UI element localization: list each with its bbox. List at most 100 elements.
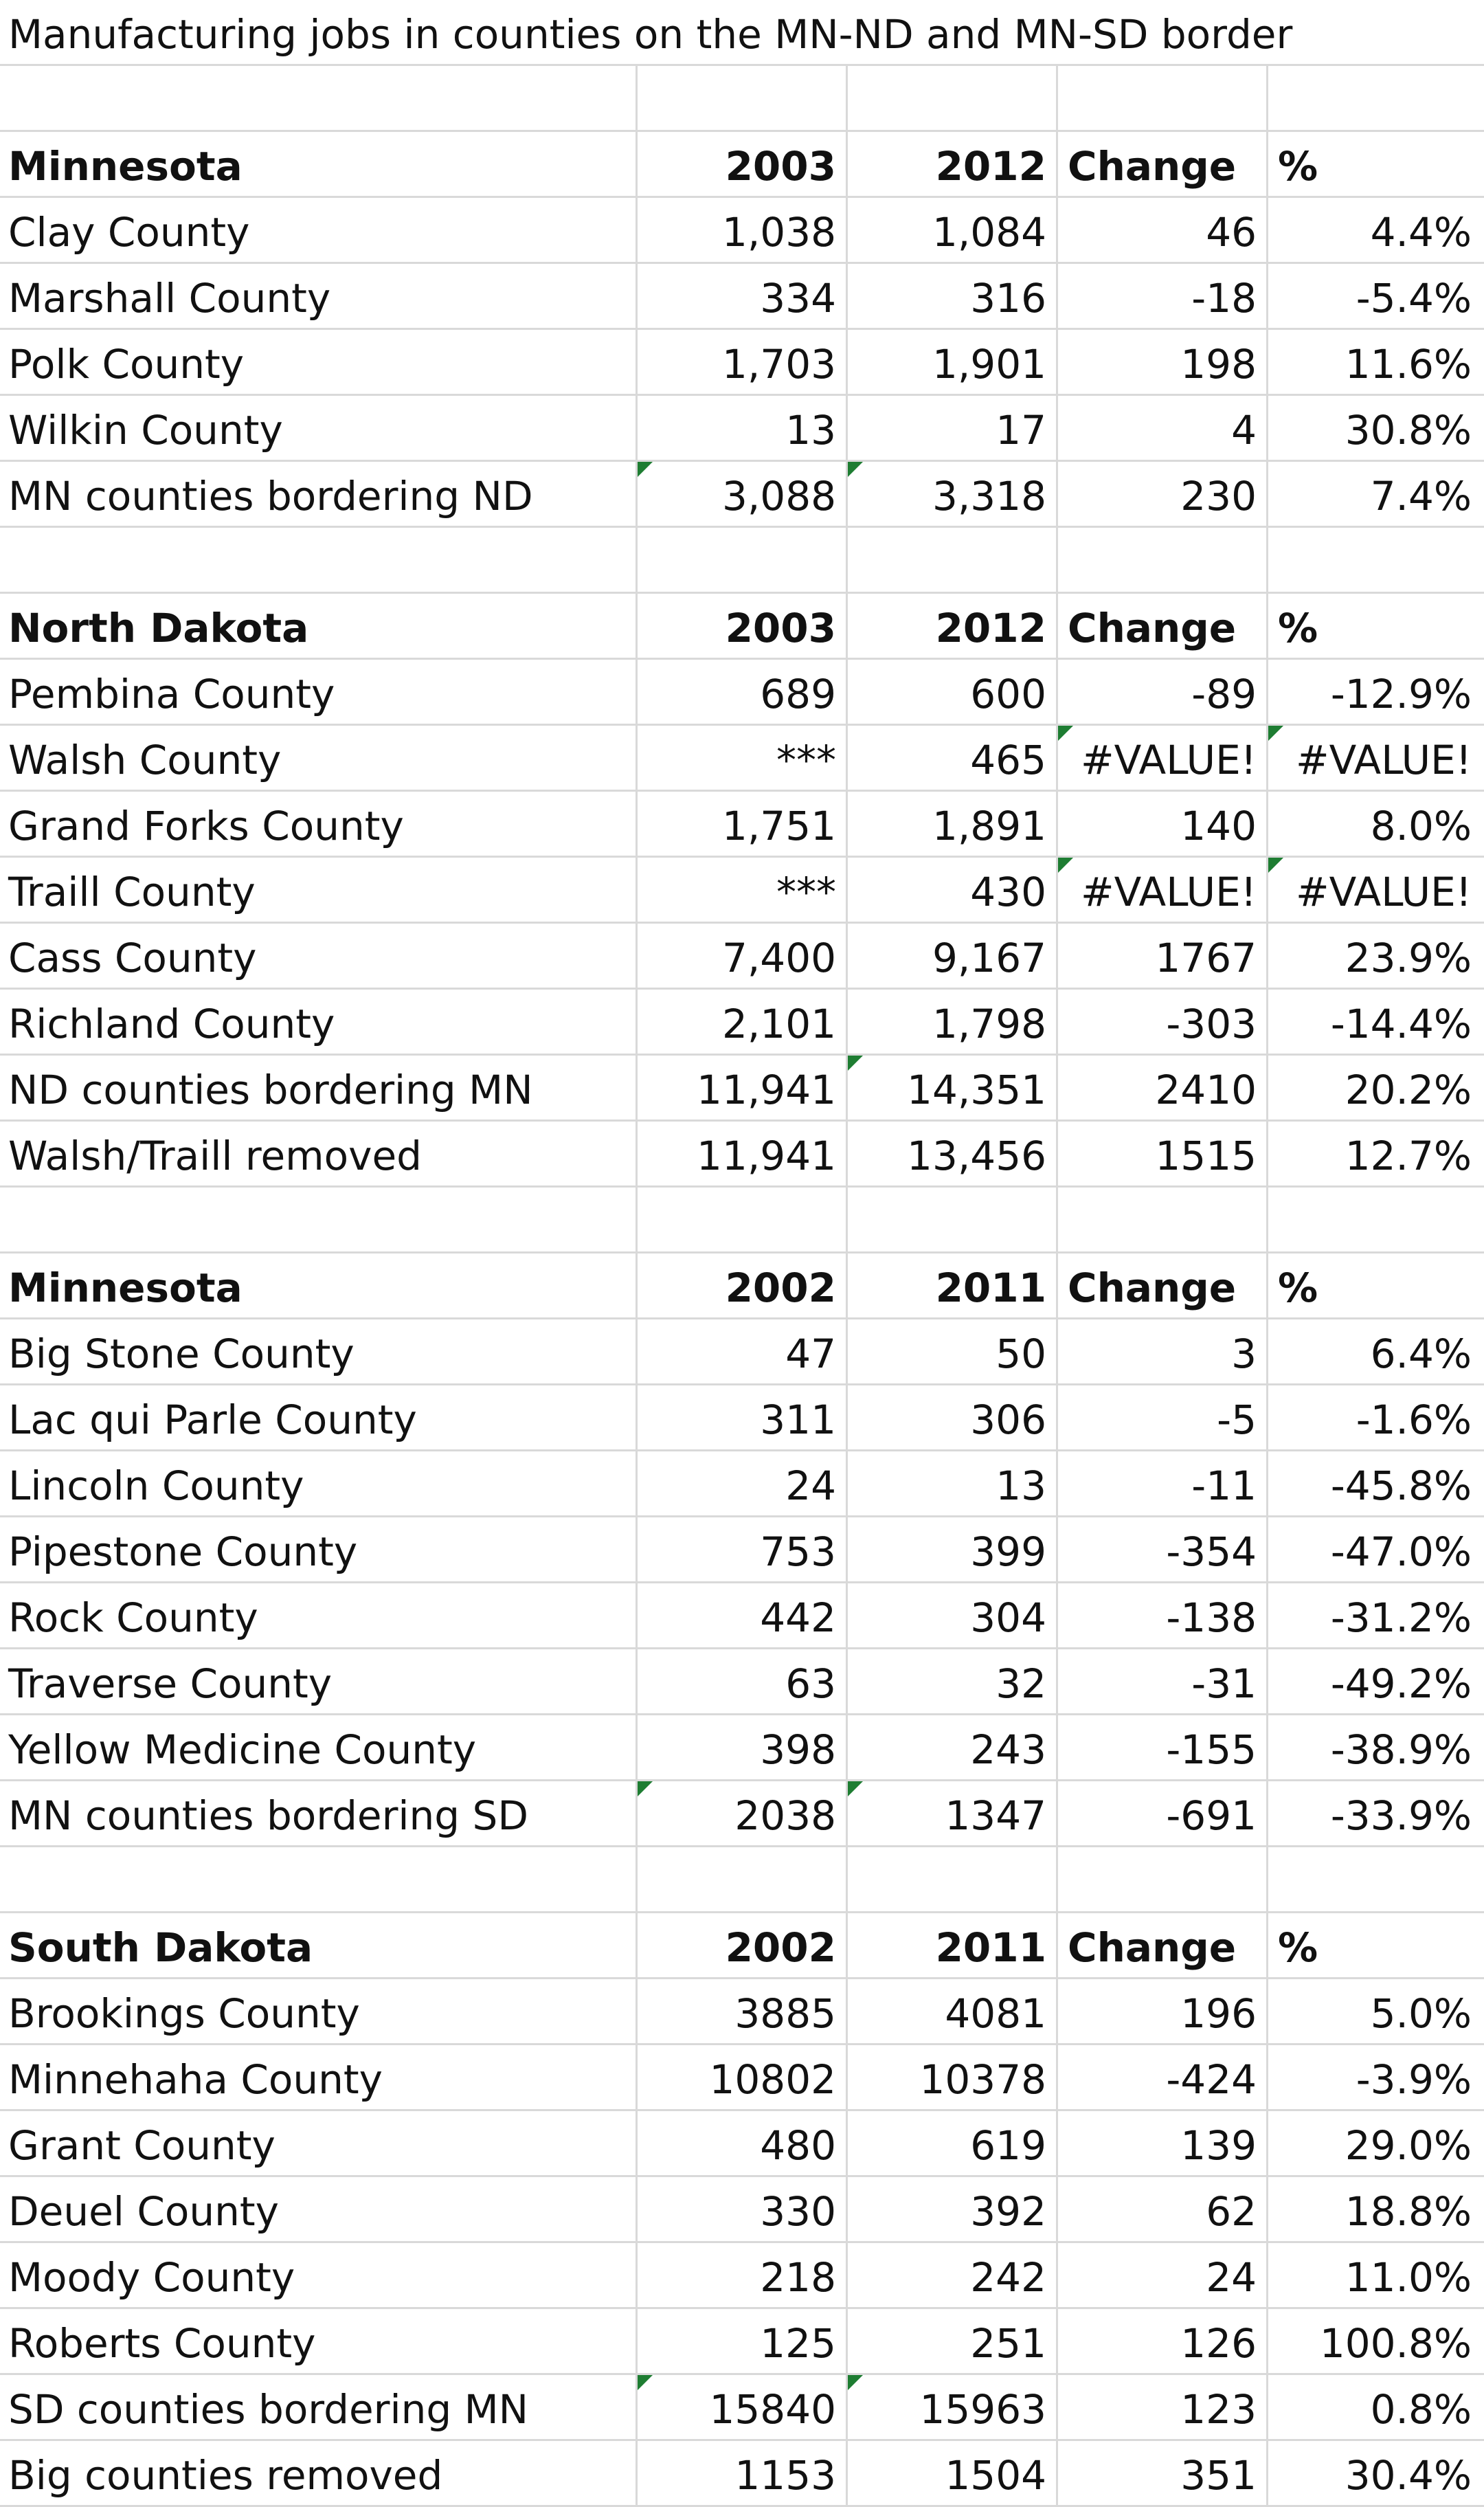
empty-cell[interactable]: [1268, 1188, 1484, 1251]
percent-cell[interactable]: 20.2%: [1345, 1067, 1472, 1113]
empty-cell[interactable]: [638, 528, 848, 592]
percent-cell[interactable]: -3.9%: [1356, 2056, 1472, 2103]
value-start-cell[interactable]: 15840: [638, 2375, 848, 2439]
value-start-cell[interactable]: 398: [638, 1715, 848, 1779]
change-cell[interactable]: 1767: [1058, 924, 1268, 988]
value-end-cell[interactable]: 306: [848, 1385, 1058, 1449]
percent-cell[interactable]: #VALUE!: [1268, 726, 1484, 790]
value-end-cell[interactable]: 17: [848, 396, 1058, 460]
county-cell[interactable]: Traverse County: [0, 1649, 638, 1713]
year-end-header[interactable]: 2012: [848, 132, 1058, 196]
percent-cell[interactable]: -33.9%: [1330, 1792, 1472, 1839]
value-start-cell[interactable]: 10802: [638, 2045, 848, 2109]
change-cell[interactable]: 24: [1058, 2243, 1268, 2307]
change-cell[interactable]: 198: [1058, 330, 1268, 394]
value-end-cell[interactable]: 316: [848, 264, 1058, 328]
percent-cell[interactable]: 30.8%: [1345, 407, 1472, 454]
value-start-cell[interactable]: 13: [638, 396, 848, 460]
value-end-cell[interactable]: 399: [848, 1517, 1058, 1581]
value-end-cell[interactable]: 619: [848, 2111, 1058, 2175]
county-cell[interactable]: Wilkin County: [0, 396, 638, 460]
percent-cell[interactable]: -38.9%: [1330, 1726, 1472, 1773]
value-end-cell[interactable]: 14,351: [848, 1056, 1058, 1119]
change-cell[interactable]: -424: [1058, 2045, 1268, 2109]
county-cell[interactable]: MN counties bordering ND: [0, 462, 638, 526]
value-end-cell[interactable]: 9,167: [848, 924, 1058, 988]
county-cell[interactable]: Roberts County: [0, 2309, 638, 2373]
empty-cell[interactable]: [638, 1847, 848, 1911]
empty-cell[interactable]: [1268, 1847, 1484, 1911]
value-start-cell[interactable]: 1,703: [638, 330, 848, 394]
empty-cell[interactable]: [848, 1188, 1058, 1251]
empty-cell[interactable]: [1058, 1188, 1268, 1251]
county-cell[interactable]: Pipestone County: [0, 1517, 638, 1581]
change-cell[interactable]: -138: [1058, 1583, 1268, 1647]
county-cell[interactable]: Deuel County: [0, 2177, 638, 2241]
value-end-cell[interactable]: 600: [848, 660, 1058, 724]
county-cell[interactable]: Grant County: [0, 2111, 638, 2175]
value-start-cell[interactable]: 11,941: [638, 1122, 848, 1185]
percent-cell[interactable]: 11.6%: [1345, 341, 1472, 388]
value-end-cell[interactable]: 251: [848, 2309, 1058, 2373]
value-start-cell[interactable]: 442: [638, 1583, 848, 1647]
change-cell[interactable]: 4: [1058, 396, 1268, 460]
change-cell[interactable]: 62: [1058, 2177, 1268, 2241]
county-cell[interactable]: SD counties bordering MN: [0, 2375, 638, 2439]
change-cell[interactable]: -303: [1058, 990, 1268, 1054]
change-cell[interactable]: -5: [1058, 1385, 1268, 1449]
change-cell[interactable]: 126: [1058, 2309, 1268, 2373]
empty-cell[interactable]: [1058, 528, 1268, 592]
value-start-cell[interactable]: 753: [638, 1517, 848, 1581]
change-cell[interactable]: 196: [1058, 1979, 1268, 2043]
change-cell[interactable]: 2410: [1058, 1056, 1268, 1119]
percent-cell[interactable]: -49.2%: [1330, 1660, 1472, 1707]
value-start-cell[interactable]: 7,400: [638, 924, 848, 988]
county-cell[interactable]: Walsh/Traill removed: [0, 1122, 638, 1185]
value-end-cell[interactable]: 304: [848, 1583, 1058, 1647]
percent-cell[interactable]: 12.7%: [1345, 1133, 1472, 1179]
value-start-cell[interactable]: ***: [638, 858, 848, 922]
percent-cell[interactable]: 7.4%: [1370, 473, 1472, 520]
percent-header[interactable]: %: [1278, 1924, 1318, 1971]
year-start-header[interactable]: 2002: [638, 1913, 848, 1977]
county-cell[interactable]: Big counties removed: [0, 2441, 638, 2505]
percent-cell[interactable]: 18.8%: [1345, 2188, 1472, 2235]
section-title[interactable]: Minnesota: [0, 1254, 638, 1317]
empty-cell[interactable]: [0, 66, 638, 130]
value-start-cell[interactable]: 480: [638, 2111, 848, 2175]
value-end-cell[interactable]: 243: [848, 1715, 1058, 1779]
change-cell[interactable]: -11: [1058, 1451, 1268, 1515]
empty-cell[interactable]: [638, 66, 848, 130]
county-cell[interactable]: Moody County: [0, 2243, 638, 2307]
empty-cell[interactable]: [0, 1847, 638, 1911]
value-start-cell[interactable]: 63: [638, 1649, 848, 1713]
year-start-header[interactable]: 2002: [638, 1254, 848, 1317]
county-cell[interactable]: Cass County: [0, 924, 638, 988]
percent-cell[interactable]: 0.8%: [1370, 2386, 1472, 2433]
empty-cell[interactable]: [638, 1188, 848, 1251]
value-start-cell[interactable]: 3885: [638, 1979, 848, 2043]
value-start-cell[interactable]: 311: [638, 1385, 848, 1449]
value-start-cell[interactable]: 334: [638, 264, 848, 328]
section-title[interactable]: South Dakota: [0, 1913, 638, 1977]
value-start-cell[interactable]: 1,751: [638, 792, 848, 856]
county-cell[interactable]: ND counties bordering MN: [0, 1056, 638, 1119]
value-start-cell[interactable]: 2,101: [638, 990, 848, 1054]
change-cell[interactable]: 351: [1058, 2441, 1268, 2505]
year-end-header[interactable]: 2011: [848, 1254, 1058, 1317]
percent-cell[interactable]: -45.8%: [1330, 1462, 1472, 1509]
percent-header[interactable]: %: [1278, 605, 1318, 651]
value-end-cell[interactable]: 50: [848, 1319, 1058, 1383]
value-start-cell[interactable]: 3,088: [638, 462, 848, 526]
change-cell[interactable]: 139: [1058, 2111, 1268, 2175]
section-title[interactable]: North Dakota: [0, 594, 638, 658]
change-cell[interactable]: #VALUE!: [1058, 858, 1268, 922]
percent-cell[interactable]: 5.0%: [1370, 1990, 1472, 2037]
value-end-cell[interactable]: 1,891: [848, 792, 1058, 856]
value-start-cell[interactable]: 1153: [638, 2441, 848, 2505]
county-cell[interactable]: Lincoln County: [0, 1451, 638, 1515]
empty-cell[interactable]: [1058, 1847, 1268, 1911]
county-cell[interactable]: Big Stone County: [0, 1319, 638, 1383]
change-cell[interactable]: -691: [1058, 1781, 1268, 1845]
percent-cell[interactable]: 11.0%: [1345, 2254, 1472, 2301]
